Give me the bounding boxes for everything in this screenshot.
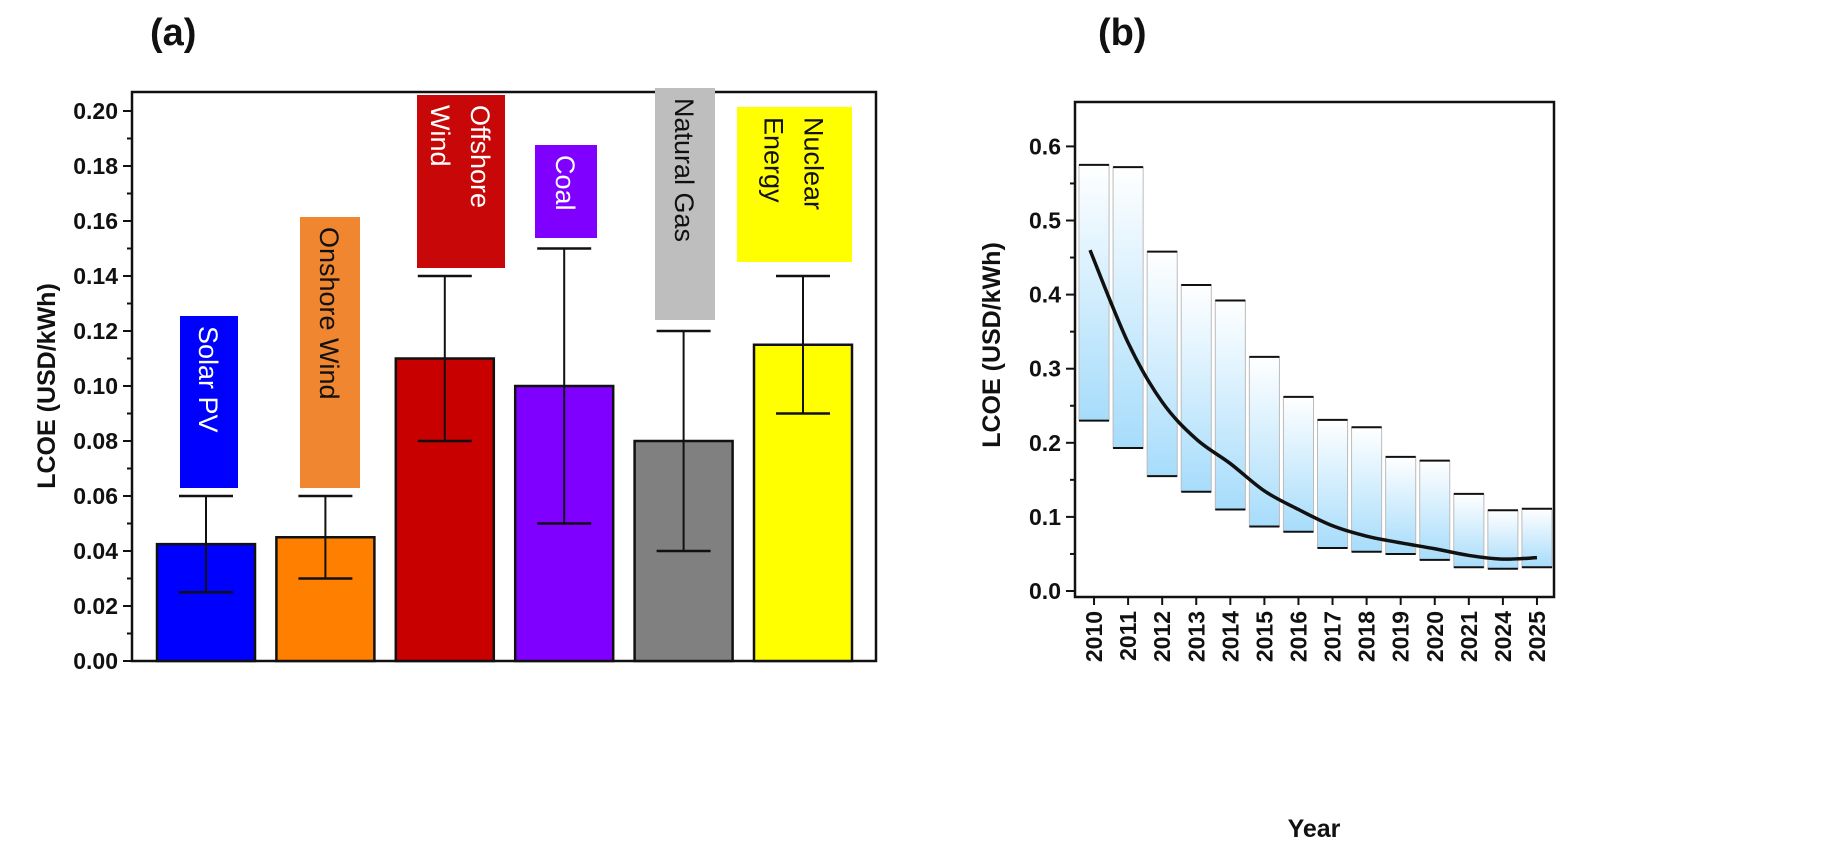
category-label: Wind: [425, 105, 455, 167]
panel-b: 0.0 0.1 0.2 0.3 0.4 0.5 0.6 2010 2011 2012 2013 201…: [1029, 100, 1556, 662]
category-label-box: [417, 95, 505, 268]
x-tick-label: 2025: [1524, 611, 1550, 662]
range-bar-2025: [1521, 508, 1553, 568]
x-tick-label: 2019: [1388, 611, 1414, 662]
range-bar-2020: [1419, 460, 1451, 561]
range-bar-2011: [1112, 166, 1144, 449]
range-bar-2012: [1146, 251, 1178, 477]
plot-frame: [130, 90, 878, 663]
range-bar-2015: [1248, 356, 1280, 528]
panel-b-y-axis-label: LCOE (USD/kWh): [978, 242, 1006, 448]
range-bar-2016: [1282, 396, 1315, 533]
category-label: Onshore Wind: [314, 227, 344, 400]
y-tick-label: 0.16: [73, 208, 118, 234]
category-label-box: [300, 217, 360, 488]
range-bar-2013: [1180, 284, 1212, 493]
y-tick-label: 0.14: [73, 263, 118, 289]
y-tick-label: 0.02: [73, 593, 118, 619]
x-tick-label: 2017: [1320, 611, 1346, 662]
trend-line: [1088, 249, 1538, 561]
panel-a-y-axis-label: LCOE (USD/kWh): [33, 283, 61, 489]
y-tick-label: 0.4: [1029, 282, 1061, 308]
y-tick-label: 0.2: [1029, 430, 1061, 456]
y-tick-label: 0.10: [73, 373, 118, 399]
category-label: Energy: [759, 117, 789, 203]
category-label-box: [737, 107, 852, 262]
category-label: Solar PV: [193, 326, 223, 433]
y-tick-label: 0.20: [73, 98, 118, 124]
x-tick-label: 2014: [1217, 611, 1243, 662]
y-tick-label: 0.00: [73, 648, 118, 674]
y-tick-label: 0.6: [1029, 133, 1061, 159]
y-tick-label: 0.0: [1029, 578, 1061, 604]
y-tick-label: 0.04: [73, 538, 118, 564]
x-tick-label: 2016: [1285, 611, 1311, 662]
y-tick-label: 0.06: [73, 483, 118, 509]
category-label: Natural Gas: [669, 98, 699, 242]
panel-b-label: (b): [1098, 12, 1147, 54]
y-tick-label: 0.1: [1029, 504, 1061, 530]
category-label: Nuclear: [799, 117, 829, 210]
category-label-box: [180, 316, 238, 488]
x-tick-label: 2011: [1115, 611, 1141, 661]
panel-b-x-axis-label: Year: [1288, 815, 1341, 843]
y-tick-label: 0.08: [73, 428, 118, 454]
category-label: Offshore: [465, 105, 495, 208]
range-bar-2019: [1385, 456, 1417, 555]
category-label-box: [535, 145, 597, 238]
panel-a-label: (a): [150, 12, 196, 54]
category-label-box: [655, 88, 715, 320]
category-label: Coal: [550, 155, 580, 211]
panel-a: 0.00 0.02 0.04 0.06 0.08 0.10 0.12 0.14 0.16 0.18…: [73, 88, 878, 674]
range-bar-2018: [1351, 426, 1383, 553]
x-tick-label: 2024: [1490, 611, 1516, 662]
x-tick-label: 2015: [1251, 611, 1277, 662]
y-tick-label: 0.12: [73, 318, 118, 344]
range-bar-2014: [1214, 300, 1246, 510]
y-tick-label: 0.5: [1029, 208, 1061, 234]
plot-frame: [1073, 100, 1556, 599]
x-tick-label: 2020: [1422, 611, 1448, 662]
x-tick-label: 2010: [1081, 611, 1107, 662]
x-tick-label: 2021: [1456, 611, 1482, 662]
y-tick-label: 0.18: [73, 153, 118, 179]
y-tick-label: 0.3: [1029, 356, 1061, 382]
range-bar-2010: [1078, 164, 1110, 422]
x-tick-label: 2012: [1149, 611, 1175, 662]
x-tick-label: 2018: [1354, 611, 1380, 662]
x-tick-label: 2013: [1183, 611, 1209, 662]
